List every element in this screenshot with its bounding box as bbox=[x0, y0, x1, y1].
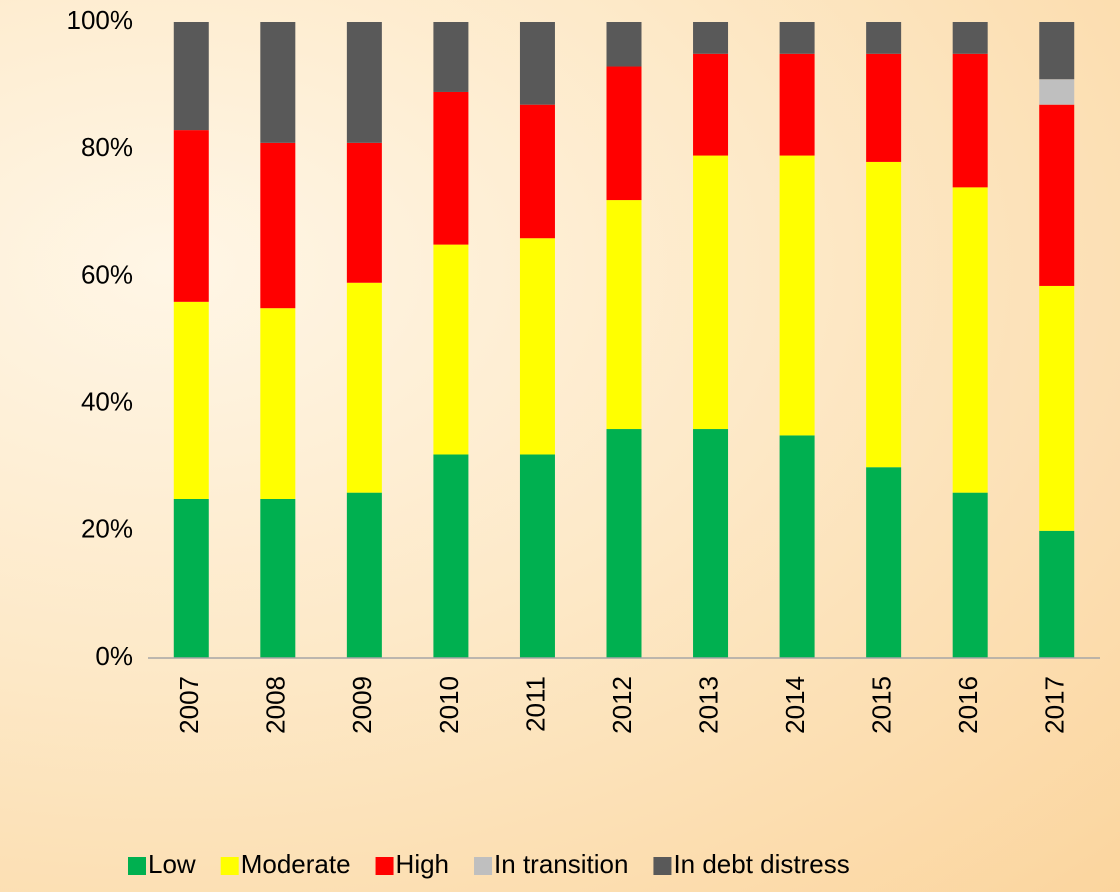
bar-segment bbox=[606, 200, 642, 430]
x-tick-label: 2017 bbox=[1040, 676, 1070, 734]
bar-segment bbox=[866, 53, 902, 162]
bar-segment bbox=[866, 161, 902, 468]
bar-segment bbox=[433, 91, 469, 245]
bar-segment bbox=[779, 435, 815, 658]
y-tick-label: 0% bbox=[95, 641, 133, 671]
y-tick-label: 100% bbox=[67, 5, 134, 35]
bar-segment bbox=[173, 22, 209, 131]
bar-segment bbox=[1039, 79, 1075, 105]
legend-swatch bbox=[653, 857, 672, 875]
bar-segment bbox=[260, 142, 296, 309]
bar-segment bbox=[606, 429, 642, 658]
x-tick-label: 2013 bbox=[693, 676, 723, 734]
bar-segment bbox=[1039, 530, 1075, 658]
bar-segment bbox=[519, 454, 555, 658]
bar-segment bbox=[952, 492, 988, 658]
x-tick-label: 2014 bbox=[780, 676, 810, 734]
bar-segment bbox=[866, 22, 902, 54]
y-tick-label: 40% bbox=[81, 386, 133, 416]
bar-segment bbox=[779, 53, 815, 156]
bar-segment bbox=[693, 155, 729, 430]
x-tick-label: 2011 bbox=[520, 676, 550, 732]
bar-segment bbox=[693, 429, 729, 658]
bar-segment bbox=[346, 282, 382, 493]
bar-segment bbox=[779, 155, 815, 436]
x-tick-label: 2009 bbox=[347, 676, 377, 734]
bar-segment bbox=[260, 499, 296, 658]
bar-segment bbox=[260, 308, 296, 499]
bar-segment bbox=[952, 53, 988, 188]
bar-segment bbox=[606, 66, 642, 201]
bar-segment bbox=[519, 104, 555, 239]
legend-label: Low bbox=[148, 849, 196, 879]
x-tick-label: 2012 bbox=[607, 676, 637, 734]
legend-swatch bbox=[220, 857, 239, 875]
bar-segment bbox=[693, 53, 729, 156]
x-tick-label: 2007 bbox=[174, 676, 204, 734]
bar-segment bbox=[173, 130, 209, 302]
y-tick-label: 80% bbox=[81, 132, 133, 162]
y-tick-label: 60% bbox=[81, 259, 133, 289]
x-tick-label: 2010 bbox=[434, 676, 464, 734]
x-tick-label: 2015 bbox=[867, 676, 897, 734]
y-tick-label: 20% bbox=[81, 514, 133, 544]
legend-label: Moderate bbox=[241, 849, 351, 879]
bar-segment bbox=[693, 22, 729, 54]
bar-segment bbox=[433, 244, 469, 455]
bar-segment bbox=[1039, 22, 1075, 80]
bar-segment bbox=[519, 22, 555, 105]
bar-segment bbox=[866, 467, 902, 658]
bar-segment bbox=[433, 454, 469, 658]
legend-label: In transition bbox=[494, 849, 628, 879]
legend-swatch bbox=[375, 857, 394, 875]
x-tick-label: 2016 bbox=[953, 676, 983, 734]
legend-label: In debt distress bbox=[673, 849, 849, 879]
legend-swatch bbox=[128, 857, 146, 875]
bar-segment bbox=[1039, 285, 1075, 531]
bar-segment bbox=[260, 22, 296, 143]
legend-label: High bbox=[396, 849, 449, 879]
bar-segment bbox=[346, 22, 382, 143]
bar-segment bbox=[173, 499, 209, 658]
bar-segment bbox=[346, 142, 382, 283]
bar-segment bbox=[779, 22, 815, 54]
bar-segment bbox=[952, 22, 988, 54]
bar-segment bbox=[173, 301, 209, 499]
bar-segment bbox=[952, 187, 988, 493]
bar-segment bbox=[606, 22, 642, 67]
bar-segment bbox=[346, 492, 382, 658]
bar-segment bbox=[519, 238, 555, 455]
x-tick-label: 2008 bbox=[261, 676, 291, 734]
bar-segment bbox=[433, 22, 469, 92]
bar-segment bbox=[1039, 104, 1075, 286]
legend-swatch bbox=[474, 857, 493, 875]
